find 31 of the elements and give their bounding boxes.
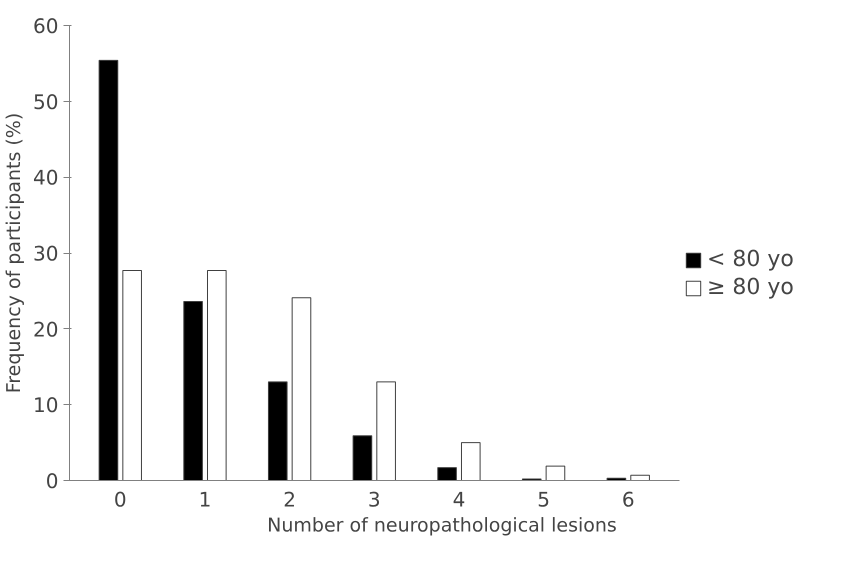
bar xyxy=(546,466,566,480)
bar xyxy=(352,435,372,480)
bar xyxy=(183,301,203,480)
bar xyxy=(460,442,481,480)
y-tick-label: 60 xyxy=(33,14,59,38)
y-tick-label: 30 xyxy=(33,242,59,266)
bar xyxy=(606,478,626,480)
x-tick-label: 1 xyxy=(198,488,212,512)
bar xyxy=(376,381,396,480)
x-axis-title: Number of neuropathological lesions xyxy=(267,514,617,536)
legend-label: < 80 yo xyxy=(707,247,794,272)
x-tick-label: 2 xyxy=(283,488,296,512)
y-tick-label: 20 xyxy=(33,317,59,342)
bar xyxy=(268,381,288,480)
legend-label: ≥ 80 yo xyxy=(707,275,794,300)
x-tick-label: 3 xyxy=(368,488,381,512)
y-axis-title: Frequency of participants (%) xyxy=(3,112,26,394)
bar xyxy=(98,60,118,480)
bar xyxy=(630,474,650,480)
x-tick-label: 4 xyxy=(452,488,466,512)
y-tick-label: 10 xyxy=(33,393,59,418)
bar xyxy=(206,270,227,480)
bar xyxy=(292,297,312,480)
x-tick-label: 0 xyxy=(114,488,127,512)
x-tick-label: 6 xyxy=(622,488,635,512)
x-tick-label: 5 xyxy=(537,488,550,512)
y-tick-label: 0 xyxy=(46,469,59,493)
bar xyxy=(437,467,457,480)
y-tick-label: 50 xyxy=(33,90,59,114)
bar xyxy=(122,270,142,480)
y-tick-label: 40 xyxy=(33,166,59,190)
